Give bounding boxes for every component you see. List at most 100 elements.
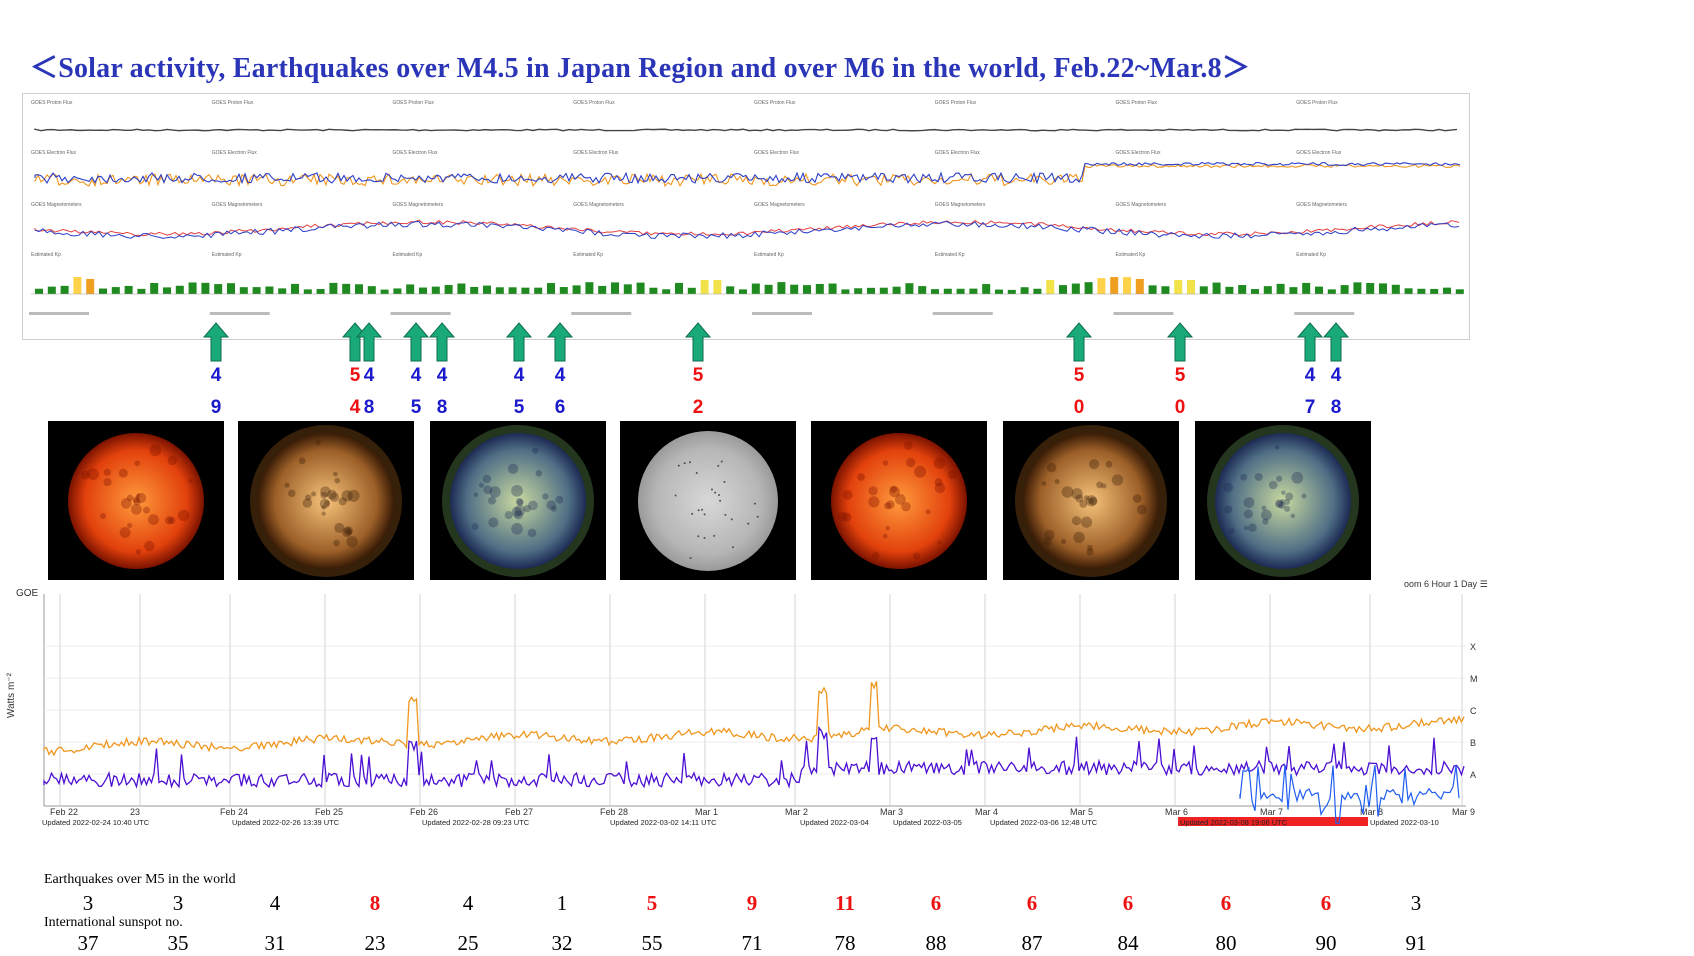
sun-spot <box>717 464 720 467</box>
sun-spot <box>488 496 497 505</box>
sun-image: 2022/3/7 Ultraviolet <box>1195 421 1371 598</box>
japan-quake-magnitude-int: 5 <box>1174 365 1186 386</box>
goes-row-title: GOES Electron Flux <box>393 150 439 156</box>
sun-spot <box>842 489 853 500</box>
kp-bar <box>815 283 824 294</box>
sun-spot <box>149 444 162 457</box>
sun-spot <box>320 491 328 499</box>
sun-spot <box>889 486 900 498</box>
kp-bar <box>508 287 517 294</box>
sun-disk-icon <box>638 431 778 571</box>
kp-bar <box>1123 277 1131 294</box>
sun-spot <box>1240 473 1248 481</box>
sun-spot <box>1101 483 1107 489</box>
sun-spot <box>132 496 140 504</box>
kp-bar <box>841 289 850 294</box>
kp-bar <box>662 289 671 294</box>
kp-bar <box>163 287 171 294</box>
sun-spot <box>868 486 878 496</box>
kp-bar <box>1007 289 1016 294</box>
sun-spot <box>1243 525 1249 531</box>
sun-spot <box>697 535 700 538</box>
goes-footer-text <box>209 312 270 315</box>
kp-bar <box>803 285 811 294</box>
kp-bar <box>636 282 645 294</box>
sun-spot <box>714 491 717 494</box>
x-tick-label: Feb 26 <box>410 807 438 817</box>
kp-bar <box>547 283 555 294</box>
kp-bar <box>495 287 504 294</box>
electron-flux-line-orange <box>34 163 1461 188</box>
sun-spot <box>1111 474 1124 486</box>
kp-bar <box>649 287 658 294</box>
sun-spot <box>542 493 549 500</box>
world-quake-count: 6 <box>1026 891 1038 915</box>
sun-spot <box>1044 529 1055 541</box>
kp-bar <box>47 286 56 294</box>
sun-disk-icon <box>831 433 967 569</box>
page-title: ＜Solar activity, Earthquakes over M4.5 i… <box>30 53 1251 84</box>
kp-bar <box>470 286 479 294</box>
sun-spot <box>723 480 726 483</box>
zoom-controls[interactable]: oom 6 Hour 1 Day ☰ <box>1404 579 1488 590</box>
up-arrow-icon <box>1066 322 1092 362</box>
sun-spot <box>511 523 523 535</box>
goes-row-title: GOES Magnetometers <box>1116 202 1167 208</box>
sun-image: 2022/2/27 Ultraviolet <box>430 421 606 598</box>
zoom-label[interactable]: oom 6 Hour 1 Day <box>1404 579 1478 589</box>
kp-bar <box>1187 280 1195 294</box>
sun-spot <box>1086 548 1094 556</box>
sun-spot <box>321 504 326 510</box>
japan-quake-magnitude-int: 4 <box>1304 365 1316 386</box>
goes-space-weather-panel: GOES Proton Flux GOES Proton Flux GOES Pro… <box>22 93 1470 340</box>
up-arrow-icon <box>1167 322 1193 362</box>
sun-spot <box>142 506 150 514</box>
flare-class-label: M <box>1470 674 1478 684</box>
sun-spot <box>934 478 943 487</box>
up-arrow-shape <box>429 322 455 362</box>
kp-bar <box>1366 283 1375 294</box>
kp-bar <box>342 283 351 294</box>
kp-bar <box>1391 284 1400 294</box>
kp-bar <box>175 285 184 294</box>
flare-class-label: X <box>1470 642 1476 652</box>
sun-spot <box>753 502 756 505</box>
kp-bar <box>1379 283 1387 294</box>
kp-bar <box>73 277 82 294</box>
sun-spot <box>334 477 341 484</box>
kp-bar <box>1263 286 1272 294</box>
sun-spot <box>937 540 942 545</box>
sunspot-count: 87 <box>1021 931 1043 955</box>
goes-row-title: Estimated Kp <box>573 252 603 258</box>
sun-spot <box>1261 509 1272 521</box>
sun-spot <box>87 468 99 481</box>
sunspot-count: 71 <box>741 931 763 955</box>
xray-top-label: GOE <box>16 588 39 599</box>
sunspot-count: 32 <box>551 931 573 955</box>
sunspot-count: 31 <box>264 931 286 955</box>
kp-bar <box>1251 289 1259 294</box>
sun-spot <box>1276 475 1283 482</box>
sun-disk-icon <box>1015 425 1167 577</box>
kp-bar <box>1404 288 1413 294</box>
sunspot-count: 55 <box>641 931 663 955</box>
kp-bar <box>1174 280 1183 294</box>
sun-spot <box>135 549 142 555</box>
sun-spot <box>894 494 906 505</box>
goes-row-title: Estimated Kp <box>393 252 423 258</box>
updated-highlight <box>1178 817 1368 826</box>
japan-quake-magnitude-int: 4 <box>513 365 525 386</box>
kp-bar <box>1340 285 1349 294</box>
kp-bar <box>316 289 325 294</box>
sun-spot <box>489 486 501 498</box>
flare-class-label: B <box>1470 738 1476 748</box>
menu-icon[interactable]: ☰ <box>1479 579 1488 589</box>
sun-spot <box>514 504 526 516</box>
kp-bar <box>1443 287 1451 294</box>
goes-row-title: Estimated Kp <box>1116 252 1146 258</box>
goes-row-title: GOES Electron Flux <box>212 150 258 156</box>
goes-row-title: GOES Proton Flux <box>212 100 254 106</box>
goes-space-weather-plot: GOES Proton Flux GOES Proton Flux GOES Pro… <box>29 100 1464 315</box>
sun-spot <box>482 474 492 484</box>
up-arrow-icon <box>203 322 229 362</box>
